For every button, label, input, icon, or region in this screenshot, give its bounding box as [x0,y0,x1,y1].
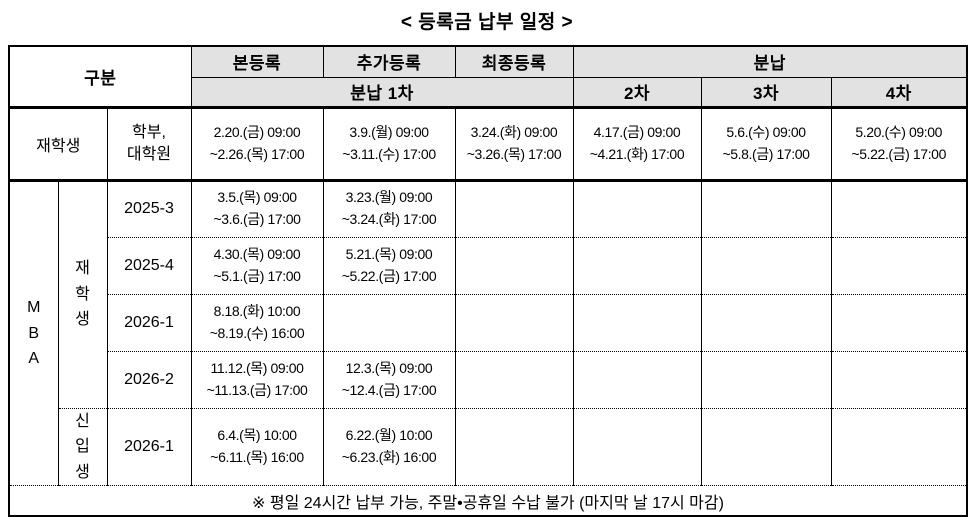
cell-installment-3 [700,350,832,409]
cell-installment-2 [572,407,702,487]
cell-additional: 6.22.(월) 10:00 ~6.23.(화) 16:00 [322,407,456,487]
cell-undergrad-installment-3: 5.6.(수) 09:00 ~5.8.(금) 17:00 [700,106,832,182]
header-cell-additional-registration: 추가등록 [322,45,456,78]
cell-main: 11.12.(목) 09:00 ~11.13.(금) 17:00 [190,350,324,409]
header-cell-installment-3: 3차 [700,76,832,109]
cell-additional: 3.23.(월) 09:00 ~3.24.(화) 17:00 [322,179,456,238]
row-mba-2025-3: M B A 재 학 생 2025-3 3.5.(목) 09:00 ~3.6.(금… [8,179,968,487]
cell-mba-label: M B A [8,179,59,487]
cell-installment-4 [830,179,968,238]
cell-installment-2 [572,293,702,352]
cell-installment-3 [700,236,832,295]
cell-final [454,350,574,409]
cell-final [454,179,574,238]
cell-undergrad-label: 재학생 [8,106,108,182]
cell-undergrad-dept: 학부, 대학원 [106,106,192,182]
header-cell-category: 구분 [8,45,192,109]
cell-installment-2 [572,236,702,295]
cell-term: 2026-1 [106,407,192,487]
header-cell-main-registration: 본등록 [190,45,324,78]
cell-installment-3 [700,407,832,487]
cell-undergrad-installment-4: 5.20.(수) 09:00 ~5.22.(금) 17:00 [830,106,968,182]
header-row-2: 분납 1차 2차 3차 4차 [9,76,968,109]
header-cell-installment-1: 분납 1차 [190,76,574,109]
footnote-text: ※ 평일 24시간 납부 가능, 주말•공휴일 수납 불가 (마지막 날 17시… [8,485,968,517]
cell-term: 2026-1 [106,293,192,352]
cell-term: 2026-2 [106,350,192,409]
cell-term: 2025-3 [106,179,192,238]
header-row-1: 구분 본등록 추가등록 최종등록 분납 [8,45,968,109]
header-cell-installment-2: 2차 [572,76,702,109]
row-footnote: ※ 평일 24시간 납부 가능, 주말•공휴일 수납 불가 (마지막 날 17시… [8,485,968,517]
cell-final [454,407,574,487]
cell-term: 2025-4 [106,236,192,295]
row-mba-freshman-2026-1: 신 입 생 2026-1 6.4.(목) 10:00 ~6.11.(목) 16:… [9,407,968,487]
cell-main: 8.18.(화) 10:00 ~8.19.(수) 16:00 [190,293,324,352]
cell-installment-2 [572,179,702,238]
header-cell-installment-4: 4차 [830,76,968,109]
tuition-payment-schedule-table: 구분 본등록 추가등록 최종등록 분납 분납 1차 2차 3차 4차 재학생 학… [8,45,968,517]
cell-additional: 12.3.(목) 09:00 ~12.4.(금) 17:00 [322,350,456,409]
cell-installment-4 [830,293,968,352]
cell-additional [322,293,456,352]
cell-undergrad-installment-2: 4.17.(금) 09:00 ~4.21.(화) 17:00 [572,106,702,182]
page-title: < 등록금 납부 일정 > [400,12,574,33]
header-cell-final-registration: 최종등록 [454,45,574,78]
row-mba-2025-4: 2025-4 4.30.(목) 09:00 ~5.1.(금) 17:00 5.2… [9,236,968,295]
row-mba-2026-1: 2026-1 8.18.(화) 10:00 ~8.19.(수) 16:00 [9,293,968,352]
cell-installment-4 [830,407,968,487]
cell-mba-freshman-label: 신 입 생 [57,407,108,487]
cell-undergrad-final: 3.24.(화) 09:00 ~3.26.(목) 17:00 [454,106,574,182]
cell-main: 4.30.(목) 09:00 ~5.1.(금) 17:00 [190,236,324,295]
cell-main: 6.4.(목) 10:00 ~6.11.(목) 16:00 [190,407,324,487]
cell-main: 3.5.(목) 09:00 ~3.6.(금) 17:00 [190,179,324,238]
row-undergrad: 재학생 학부, 대학원 2.20.(금) 09:00 ~2.26.(목) 17:… [8,106,968,182]
cell-mba-current-students-label: 재 학 생 [57,179,108,409]
cell-installment-2 [572,350,702,409]
cell-additional: 5.21.(목) 09:00 ~5.22.(금) 17:00 [322,236,456,295]
cell-installment-4 [830,350,968,409]
row-mba-2026-2: 2026-2 11.12.(목) 09:00 ~11.13.(금) 17:00 … [9,350,968,409]
cell-installment-3 [700,179,832,238]
cell-final [454,293,574,352]
header-cell-installment: 분납 [572,45,968,78]
cell-installment-4 [830,236,968,295]
cell-installment-3 [700,293,832,352]
cell-undergrad-additional: 3.9.(월) 09:00 ~3.11.(수) 17:00 [322,106,456,182]
cell-undergrad-main: 2.20.(금) 09:00 ~2.26.(목) 17:00 [190,106,324,182]
cell-final [454,236,574,295]
